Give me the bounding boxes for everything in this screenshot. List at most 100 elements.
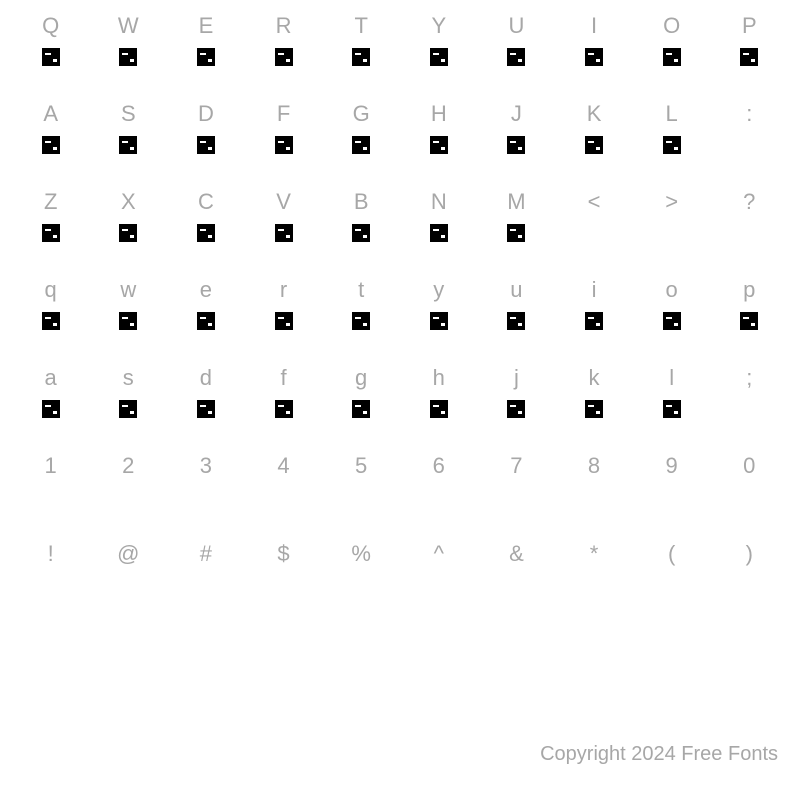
char-label: h	[433, 365, 445, 390]
glyph-icon	[275, 312, 293, 330]
glyph-icon	[197, 312, 215, 330]
char-label: ;	[746, 365, 752, 390]
glyph-icon	[197, 224, 215, 242]
char-label: #	[200, 541, 212, 566]
char-label: Z	[44, 189, 57, 214]
char-label: d	[200, 365, 212, 390]
char-label: )	[746, 541, 753, 566]
glyph-empty	[430, 576, 448, 594]
glyph-empty	[197, 488, 215, 506]
glyph-icon	[275, 224, 293, 242]
glyph-icon	[507, 48, 525, 66]
glyph-empty	[663, 488, 681, 506]
char-label: j	[514, 365, 519, 390]
glyph-empty	[119, 576, 137, 594]
char-label: p	[743, 277, 755, 302]
glyph-empty	[352, 488, 370, 506]
char-label: 6	[433, 453, 445, 478]
glyph-icon	[42, 400, 60, 418]
char-label: w	[120, 277, 136, 302]
glyph-icon	[740, 48, 758, 66]
glyph-empty	[740, 136, 758, 154]
glyph-empty	[42, 488, 60, 506]
char-label: 5	[355, 453, 367, 478]
char-label: Y	[431, 13, 446, 38]
glyph-icon	[430, 400, 448, 418]
glyph-icon	[197, 48, 215, 66]
char-label: U	[508, 13, 524, 38]
glyph-icon	[119, 136, 137, 154]
char-label: 1	[45, 453, 57, 478]
glyph-empty	[275, 488, 293, 506]
char-label: W	[118, 13, 139, 38]
glyph-icon	[430, 48, 448, 66]
glyph-empty	[430, 488, 448, 506]
char-label: u	[510, 277, 522, 302]
glyph-icon	[275, 48, 293, 66]
char-label: e	[200, 277, 212, 302]
char-label: Q	[42, 13, 59, 38]
char-label: P	[742, 13, 757, 38]
char-label: s	[123, 365, 134, 390]
char-label: y	[433, 277, 444, 302]
glyph-row	[14, 40, 786, 78]
char-label: J	[511, 101, 522, 126]
char-label: t	[358, 277, 364, 302]
label-row: ZXCVBNM<>?	[14, 188, 786, 216]
glyph-icon	[430, 224, 448, 242]
glyph-empty	[740, 400, 758, 418]
glyph-icon	[42, 312, 60, 330]
char-label: *	[590, 541, 599, 566]
glyph-row	[14, 568, 786, 606]
char-label: ?	[743, 189, 755, 214]
char-label: !	[48, 541, 54, 566]
glyph-empty	[507, 488, 525, 506]
char-label: <	[588, 189, 601, 214]
glyph-empty	[352, 576, 370, 594]
glyph-icon	[119, 312, 137, 330]
char-label: I	[591, 13, 597, 38]
label-row: !@#$%^&*()	[14, 540, 786, 568]
char-label: 3	[200, 453, 212, 478]
glyph-icon	[42, 224, 60, 242]
glyph-icon	[119, 400, 137, 418]
glyph-icon	[275, 400, 293, 418]
char-label: 2	[122, 453, 134, 478]
glyph-icon	[585, 312, 603, 330]
char-label: R	[276, 13, 292, 38]
glyph-empty	[275, 576, 293, 594]
char-label: (	[668, 541, 675, 566]
glyph-empty	[663, 576, 681, 594]
char-label: X	[121, 189, 136, 214]
glyph-icon	[119, 224, 137, 242]
glyph-icon	[663, 136, 681, 154]
char-label: r	[280, 277, 287, 302]
glyph-icon	[585, 136, 603, 154]
copyright-footer: Copyright 2024 Free Fonts	[540, 743, 778, 766]
glyph-icon	[663, 400, 681, 418]
glyph-row	[14, 392, 786, 430]
glyph-row	[14, 304, 786, 342]
char-label: H	[431, 101, 447, 126]
glyph-empty	[585, 576, 603, 594]
label-row: 1234567890	[14, 452, 786, 480]
char-label: L	[666, 101, 678, 126]
char-label: T	[354, 13, 367, 38]
char-label: a	[45, 365, 57, 390]
char-label: O	[663, 13, 680, 38]
glyph-empty	[119, 488, 137, 506]
char-label: F	[277, 101, 290, 126]
char-label: o	[666, 277, 678, 302]
char-label: :	[746, 101, 752, 126]
glyph-icon	[507, 224, 525, 242]
glyph-empty	[740, 576, 758, 594]
char-label: E	[199, 13, 214, 38]
glyph-row	[14, 480, 786, 518]
label-row: asdfghjkl;	[14, 364, 786, 392]
glyph-icon	[430, 312, 448, 330]
char-label: M	[507, 189, 525, 214]
char-label: $	[277, 541, 289, 566]
glyph-icon	[740, 312, 758, 330]
char-label: i	[592, 277, 597, 302]
label-row: ASDFGHJKL:	[14, 100, 786, 128]
